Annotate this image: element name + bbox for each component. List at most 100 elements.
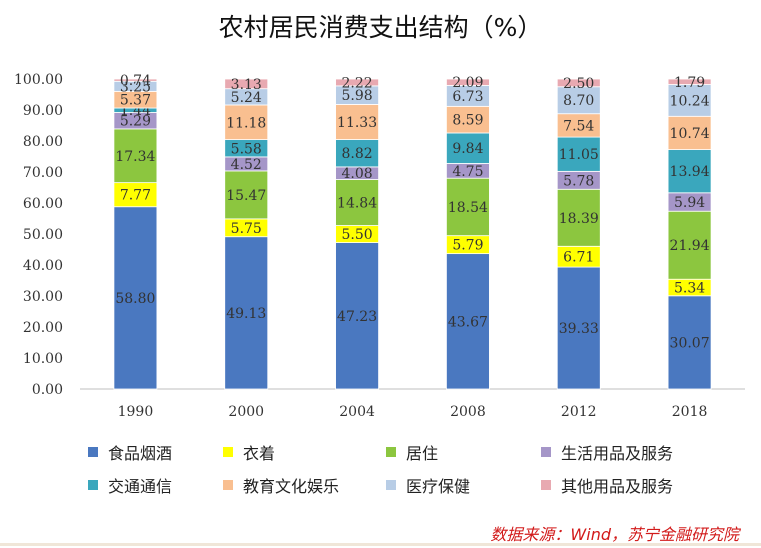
data-label: 8.70 bbox=[563, 93, 594, 109]
x-tick-label: 2004 bbox=[339, 404, 375, 420]
data-label: 4.75 bbox=[452, 164, 483, 180]
data-label: 15.47 bbox=[226, 188, 266, 204]
bar-segment bbox=[224, 236, 269, 390]
legend-item: 居住 bbox=[386, 440, 438, 464]
bar-segment bbox=[556, 266, 601, 390]
legend-swatch bbox=[88, 480, 98, 490]
y-tick-label: 60.00 bbox=[23, 196, 63, 212]
bar-segment bbox=[667, 115, 712, 150]
data-label: 2.09 bbox=[452, 75, 483, 91]
source-note: 数据来源：Wind，苏宁金融研究院 bbox=[490, 525, 739, 544]
legend-item: 衣着 bbox=[223, 440, 275, 464]
data-label: 49.13 bbox=[226, 306, 266, 322]
data-label: 2.50 bbox=[563, 76, 594, 92]
x-tick-label: 2012 bbox=[561, 404, 597, 420]
legend-label: 食品烟酒 bbox=[108, 444, 173, 463]
legend-item: 生活用品及服务 bbox=[541, 440, 673, 464]
data-label: 5.78 bbox=[563, 173, 594, 189]
data-label: 11.05 bbox=[559, 147, 599, 163]
legend-label: 衣着 bbox=[243, 444, 276, 463]
data-label: 30.07 bbox=[670, 335, 710, 351]
legend-swatch bbox=[223, 480, 233, 490]
data-label: 5.98 bbox=[341, 88, 372, 104]
data-label: 4.08 bbox=[341, 166, 372, 182]
y-tick-label: 30.00 bbox=[23, 289, 63, 305]
legend-label: 其他用品及服务 bbox=[561, 477, 674, 496]
data-label: 13.94 bbox=[670, 164, 710, 180]
data-label: 3.13 bbox=[231, 77, 262, 93]
y-tick-label: 10.00 bbox=[23, 351, 63, 367]
bar-segment bbox=[556, 78, 601, 88]
data-label: 5.29 bbox=[120, 114, 151, 130]
legend-swatch bbox=[541, 447, 551, 457]
data-label: 7.54 bbox=[563, 118, 594, 134]
data-label: 5.94 bbox=[674, 195, 705, 211]
data-label: 5.79 bbox=[452, 238, 483, 254]
legend-item: 医疗保健 bbox=[386, 473, 470, 497]
bar-segment bbox=[667, 295, 712, 390]
legend-swatch bbox=[386, 447, 396, 457]
bar-segment bbox=[335, 179, 379, 226]
data-label: 1.79 bbox=[674, 75, 705, 91]
bar-segment bbox=[667, 78, 712, 85]
legend-label: 居住 bbox=[406, 444, 439, 463]
y-tick-label: 100.00 bbox=[14, 72, 63, 88]
legend-label: 交通通信 bbox=[108, 477, 173, 496]
data-label: 17.34 bbox=[115, 149, 155, 165]
data-label: 2.22 bbox=[341, 75, 372, 91]
data-label: 39.33 bbox=[559, 321, 599, 337]
data-label: 9.84 bbox=[452, 141, 483, 157]
bar-segment bbox=[113, 78, 158, 82]
data-label: 5.58 bbox=[231, 141, 262, 157]
data-label: 18.54 bbox=[448, 200, 488, 216]
data-label: 10.24 bbox=[670, 93, 710, 109]
data-label: 3.25 bbox=[120, 79, 151, 95]
data-label: 18.39 bbox=[559, 211, 599, 227]
y-tick-label: 0.00 bbox=[32, 382, 63, 398]
bar-segment bbox=[556, 136, 601, 172]
bar-segment bbox=[556, 86, 601, 115]
y-tick-label: 90.00 bbox=[23, 103, 63, 119]
data-label: 11.33 bbox=[337, 115, 377, 131]
y-tick-label: 50.00 bbox=[23, 227, 63, 243]
bar-segment bbox=[556, 188, 601, 247]
data-label: 58.80 bbox=[115, 291, 155, 307]
legend-swatch bbox=[541, 480, 551, 490]
legend-item: 交通通信 bbox=[88, 473, 172, 497]
data-label: 5.24 bbox=[231, 90, 262, 106]
legend-label: 教育文化娱乐 bbox=[243, 477, 340, 496]
legend-label: 医疗保健 bbox=[406, 477, 471, 496]
x-tick-label: 1990 bbox=[118, 404, 154, 420]
data-label: 10.74 bbox=[670, 126, 710, 142]
legend-swatch bbox=[88, 447, 98, 457]
bar-segment bbox=[446, 105, 490, 134]
y-tick-label: 80.00 bbox=[23, 134, 63, 150]
y-tick-label: 20.00 bbox=[23, 320, 63, 336]
bar-segment bbox=[113, 206, 158, 390]
data-label: 5.75 bbox=[231, 221, 262, 237]
x-tick-label: 2008 bbox=[450, 404, 486, 420]
bar-segment bbox=[667, 84, 712, 117]
data-label: 5.37 bbox=[120, 93, 151, 109]
chart-title: 农村居民消费支出结构（%） bbox=[218, 13, 543, 42]
data-label: 8.82 bbox=[341, 146, 372, 162]
legend-item: 教育文化娱乐 bbox=[223, 473, 339, 497]
data-label: 5.50 bbox=[341, 227, 372, 243]
footer-divider bbox=[0, 543, 761, 546]
bar-segment bbox=[335, 78, 379, 87]
x-tick-label: 2018 bbox=[672, 404, 708, 420]
bar-segment bbox=[667, 149, 712, 194]
y-tick-label: 40.00 bbox=[23, 258, 63, 274]
data-label: 6.71 bbox=[563, 250, 594, 266]
data-label: 6.73 bbox=[452, 89, 483, 105]
bar-segment bbox=[335, 104, 379, 140]
legend-item: 食品烟酒 bbox=[88, 440, 172, 464]
bar-segment bbox=[446, 177, 490, 237]
data-label: 47.23 bbox=[337, 309, 377, 325]
data-label: 5.34 bbox=[674, 281, 705, 297]
bar-segment bbox=[335, 242, 379, 390]
data-label: 8.59 bbox=[452, 113, 483, 129]
data-label: 43.67 bbox=[448, 314, 488, 330]
x-tick-label: 2000 bbox=[228, 404, 264, 420]
